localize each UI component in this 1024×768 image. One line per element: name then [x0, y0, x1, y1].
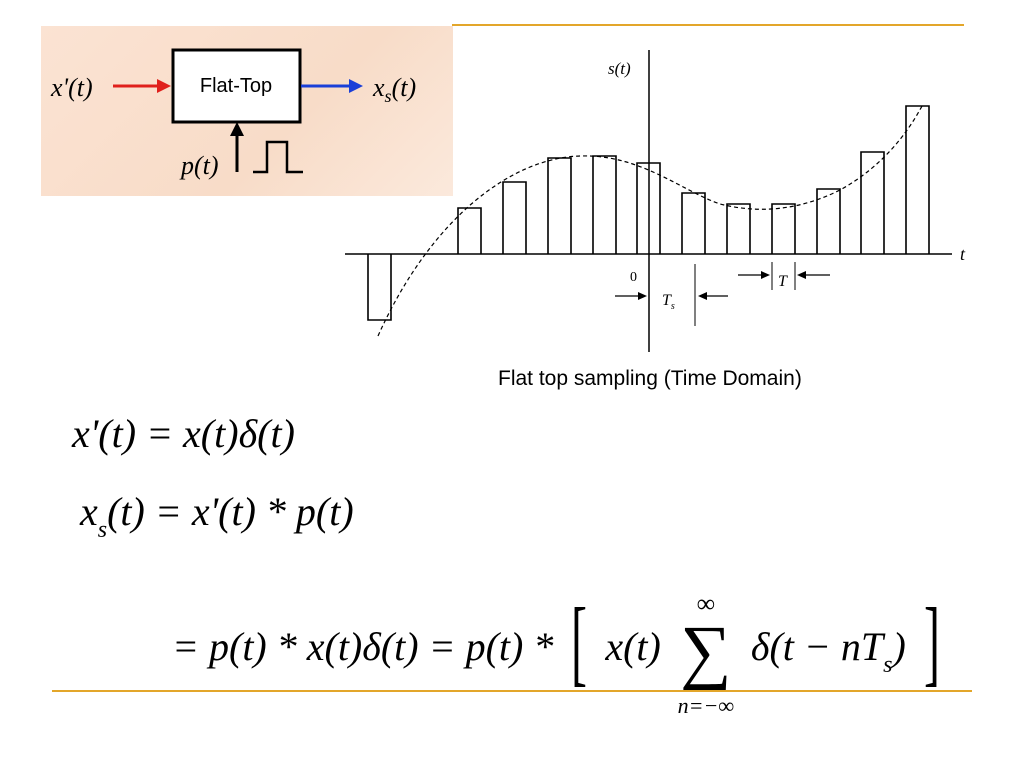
origin-label: 0 [630, 270, 637, 285]
output-label: xs(t) [372, 73, 416, 106]
pulse-9 [771, 203, 796, 254]
pulse-8 [726, 203, 751, 254]
pulse-3 [502, 181, 527, 254]
input-arrowhead [157, 79, 171, 93]
ts-arrowhead-left [638, 292, 647, 300]
envelope-curve [377, 105, 923, 337]
pulses [367, 105, 930, 321]
sampling-plot: s(t) t 0 Ts T [345, 50, 966, 352]
output-arrowhead [349, 79, 363, 93]
pulse-7 [681, 192, 706, 254]
top-rule [452, 24, 964, 26]
equation-2: xs(t) = x'(t) * p(t) [80, 489, 354, 543]
pulse-6 [636, 162, 661, 254]
pulse-label: p(t) [179, 151, 219, 180]
block-diagram-svg: x'(t) Flat-Top xs(t) p(t) [50, 48, 416, 180]
pulse-10 [816, 188, 841, 254]
right-bracket: ] [923, 588, 940, 695]
block-diagram: x'(t) Flat-Top xs(t) p(t) [41, 26, 453, 196]
input-label: x'(t) [50, 73, 93, 102]
t-arrowhead-right [797, 271, 806, 279]
sum-upper-limit: ∞ [696, 588, 716, 618]
ts-arrowhead-right [698, 292, 707, 300]
pulse-arrowhead [230, 122, 244, 136]
sum-lower-limit: n=−∞ [677, 692, 735, 718]
eq3-inner-left: x(t) [605, 624, 661, 669]
sigma-symbol: ∑ [680, 610, 732, 691]
equation-3: = p(t) * x(t)δ(t) = p(t) * [ x(t) ∞ ∑ n=… [172, 572, 948, 718]
bottom-rule [52, 690, 972, 692]
block-label: Flat-Top [200, 75, 272, 97]
figure-caption: Flat top sampling (Time Domain) [498, 367, 802, 390]
pulse-11 [860, 151, 885, 254]
pulse-1 [367, 254, 392, 321]
left-bracket: [ [571, 588, 588, 695]
pulse-2 [457, 207, 482, 254]
x-axis-label: t [960, 244, 966, 264]
t-label: T [778, 273, 788, 290]
pulse-12 [905, 105, 930, 254]
t-arrowhead-left [761, 271, 770, 279]
eq3-left: = p(t) * x(t)δ(t) = p(t) * [172, 624, 554, 669]
pulse-5 [592, 155, 617, 254]
eq3-inner-sub: s [883, 652, 893, 678]
y-axis-label: s(t) [608, 59, 631, 78]
pulse-4 [547, 157, 572, 254]
summation: ∞ ∑ n=−∞ [671, 589, 741, 718]
equation-1: x'(t) = x(t)δ(t) [72, 411, 295, 456]
flat-top-block [171, 48, 302, 124]
ts-label: Ts [662, 292, 675, 312]
pulse-icon [253, 140, 303, 174]
eq3-inner-close: ) [892, 624, 906, 669]
eq3-inner-right: δ(t − nT [750, 624, 884, 669]
